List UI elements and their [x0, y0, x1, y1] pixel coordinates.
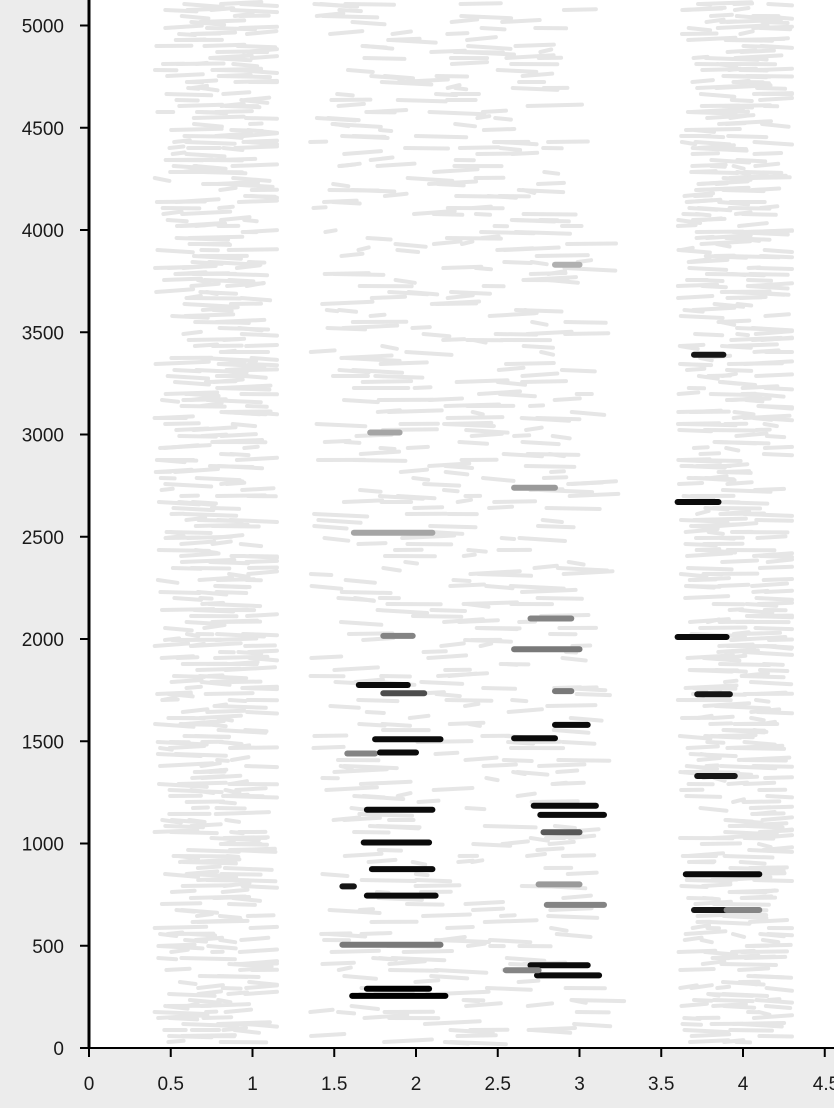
y-tick-label-3000: 3000: [22, 426, 64, 447]
y-tick-label-1500: 1500: [22, 732, 64, 753]
y-tick-label-3500: 3500: [22, 323, 64, 344]
y-tick-label-5000: 5000: [22, 17, 64, 38]
background-band-1: [308, 1, 627, 1047]
x-tick-label-4.5: 4.5: [813, 1074, 834, 1095]
x-tick-label-3: 3: [574, 1074, 585, 1095]
formant-segments: [339, 261, 763, 999]
y-tick-label-2500: 2500: [22, 528, 64, 549]
x-tick-label-0: 0: [84, 1074, 95, 1095]
x-tick-label-1: 1: [247, 1074, 258, 1095]
x-axis-ticks: 0 0.5 1 1.5 2 2.5 3 3.5 4 4.5: [84, 1048, 834, 1095]
x-tick-label-3.5: 3.5: [648, 1074, 674, 1095]
background-band-0: [152, 0, 279, 1045]
x-tick-label-2.5: 2.5: [485, 1074, 511, 1095]
x-tick-label-2: 2: [411, 1074, 422, 1095]
y-tick-label-0: 0: [53, 1039, 64, 1060]
y-tick-label-2000: 2000: [22, 630, 64, 651]
y-tick-label-4000: 4000: [22, 221, 64, 242]
x-tick-label-4: 4: [738, 1074, 749, 1095]
background-band-2: [675, 0, 794, 1045]
x-tick-label-0.5: 0.5: [158, 1074, 184, 1095]
background-noise-bands: [152, 0, 794, 1047]
y-tick-label-4500: 4500: [22, 119, 64, 140]
y-tick-label-1000: 1000: [22, 835, 64, 856]
y-tick-label-500: 500: [32, 937, 64, 958]
y-axis-ticks: 0 500 1000 1500 2000 2500 3000 3500 4000 4500 5000: [22, 17, 89, 1060]
x-tick-label-1.5: 1.5: [321, 1074, 347, 1095]
